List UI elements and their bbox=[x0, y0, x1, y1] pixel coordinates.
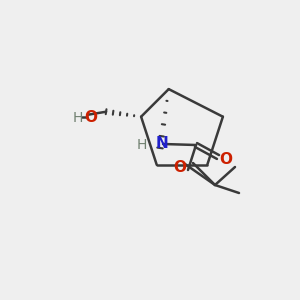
Text: O: O bbox=[220, 152, 232, 167]
Text: N: N bbox=[156, 136, 168, 151]
Text: H: H bbox=[137, 138, 147, 152]
Text: H: H bbox=[73, 111, 83, 125]
Text: O: O bbox=[173, 160, 187, 175]
Text: O: O bbox=[85, 110, 98, 125]
